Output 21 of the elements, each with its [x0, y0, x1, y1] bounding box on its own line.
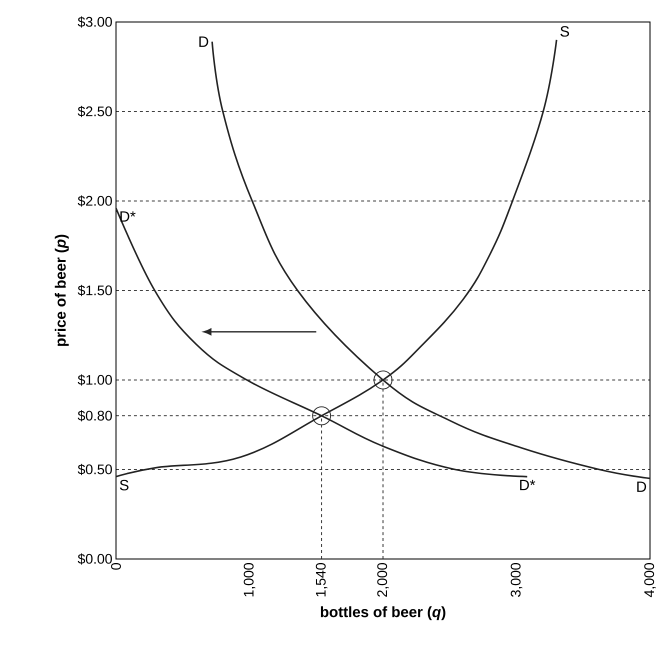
x-axis-title: bottles of beer (q) — [320, 606, 446, 620]
x-tick-label: 0 — [111, 563, 121, 570]
text: S — [560, 26, 570, 37]
y-tick-label: $2.00 — [78, 195, 112, 207]
x-tick-label: 1,540 — [316, 563, 328, 596]
x-tick-label: 3,000 — [510, 563, 522, 597]
x-tick-label: 4,000 — [644, 563, 656, 598]
x-tick-label: 1,000 — [244, 563, 256, 596]
y-tick-label: $0.80 — [78, 410, 112, 422]
text: D — [199, 36, 208, 47]
y-tick-label: $0.50 — [78, 464, 112, 476]
y-tick-label: $3.00 — [78, 16, 112, 28]
series-label: D — [637, 482, 646, 492]
series-label: S — [120, 480, 128, 490]
y-tick-label: $2.50 — [78, 106, 112, 118]
y-tick-label: $1.00 — [78, 374, 112, 386]
x-tick-label: 2,000 — [377, 563, 389, 597]
y-tick-label: $0.00 — [78, 553, 112, 565]
text: D* — [520, 480, 536, 490]
series-label: D* — [120, 211, 136, 222]
y-tick-label: $1.50 — [78, 284, 112, 296]
